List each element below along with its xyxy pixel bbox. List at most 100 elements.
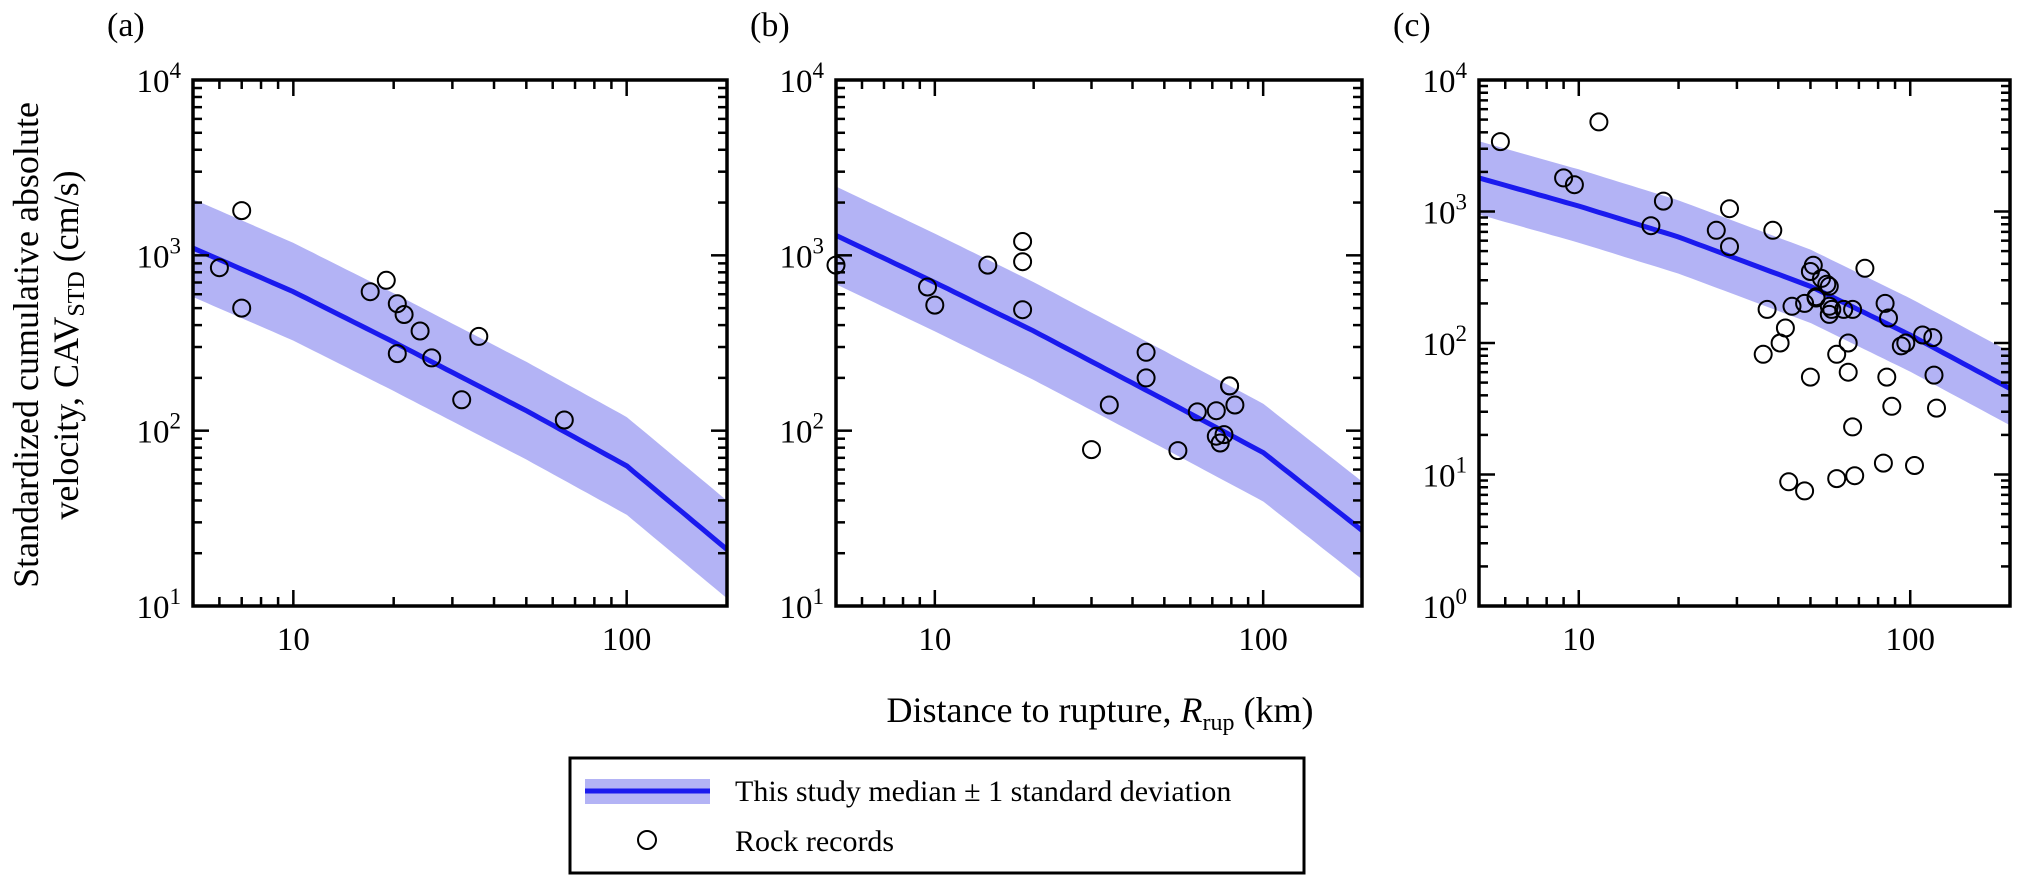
x-tick-label: 10: [1562, 622, 1595, 658]
median-line: [1479, 175, 2010, 391]
y-tick-label: 100: [1423, 584, 1468, 626]
rock-record-point: [1873, 453, 1893, 473]
rock-record-point: [1775, 318, 1795, 338]
plot-frame: [191, 78, 729, 608]
rock-record-point: [918, 277, 937, 297]
rock-record-point: [1187, 402, 1207, 422]
rock-record-point: [1817, 274, 1837, 294]
rock-record-point: [387, 294, 407, 314]
rock-record-point: [1013, 252, 1033, 272]
rock-record-point: [232, 298, 252, 318]
rock-record-point: [1641, 216, 1661, 236]
rock-record-point: [1554, 168, 1574, 188]
y-tick-label: 101: [780, 584, 825, 626]
y-tick-label: 102: [1423, 321, 1468, 363]
rock-record-point: [1136, 368, 1156, 388]
rock-record-point: [1779, 472, 1799, 492]
rock-record-point: [1855, 258, 1875, 278]
rock-record-point: [1099, 395, 1119, 415]
rock-record-point: [1220, 376, 1240, 396]
rock-record-point: [360, 282, 380, 302]
rock-record-point: [1206, 401, 1226, 421]
plot-frame: [834, 78, 1364, 608]
rock-record-point: [1843, 299, 1863, 319]
rock-record-point: [376, 270, 396, 290]
rock-record-point: [394, 305, 414, 324]
panel-a: 10 100 101 102 103 104 (a): [107, 7, 729, 658]
sigma-band: [193, 199, 727, 599]
panel-label: (a): [107, 7, 145, 44]
rock-record-point: [1795, 293, 1815, 313]
y-tick-label: 104: [137, 58, 182, 100]
rock-record-point: [1753, 344, 1773, 364]
rock-record-point: [1168, 441, 1188, 461]
rock-record-point: [1800, 367, 1820, 387]
rock-record-point: [1210, 433, 1230, 453]
rock-record-point: [1879, 308, 1898, 328]
y-tick-label: 101: [1423, 453, 1468, 495]
rock-record-point: [1923, 328, 1943, 348]
rock-record-point: [1882, 396, 1902, 416]
rock-record-point: [1564, 175, 1584, 195]
legend: This study median ± 1 standard deviation…: [568, 756, 1306, 875]
rock-record-point: [1822, 299, 1842, 319]
panel-c: 10 100 100 101 102 103 104 (c): [1393, 7, 2012, 658]
rock-record-point: [1757, 299, 1777, 319]
rock-record-point: [1877, 367, 1897, 387]
rock-record-point: [554, 410, 574, 430]
rock-record-point: [1913, 325, 1933, 345]
rock-record-point: [387, 344, 407, 364]
panel-label: (b): [750, 7, 790, 44]
x-axis-title: Distance to rupture, Rrup (km): [887, 690, 1314, 736]
rock-record-point: [1827, 344, 1847, 364]
rock-record-point: [1013, 232, 1033, 251]
legend-label-rock: Rock records: [735, 825, 894, 858]
legend-frame: [568, 756, 1306, 875]
rock-record-point: [1795, 481, 1815, 501]
y-tick-label: 104: [780, 58, 825, 100]
y-tick-label: 101: [137, 584, 182, 626]
panel-label: (c): [1393, 7, 1431, 44]
rock-record-point: [1013, 300, 1033, 320]
rock-record-point: [1838, 333, 1858, 353]
rock-record-point: [1214, 425, 1234, 445]
y-tick-label: 103: [137, 233, 182, 275]
y-tick-label: 103: [1423, 190, 1468, 232]
x-tick-label: 100: [602, 622, 652, 658]
rock-record-point: [1720, 237, 1739, 257]
y-tick-label: 102: [780, 409, 825, 451]
x-tick-label: 10: [918, 622, 951, 658]
rock-record-point: [1827, 469, 1847, 489]
y-tick-label: 102: [137, 409, 182, 451]
y-tick-label: 103: [780, 233, 825, 275]
rock-record-point: [1896, 333, 1916, 353]
rock-record-point: [1875, 293, 1895, 313]
rock-record-point: [1082, 440, 1101, 460]
y-axis-title-line2: velocity, CAVSTD (cm/s): [46, 170, 90, 519]
legend-label-median: This study median ± 1 standard deviation: [735, 775, 1231, 808]
rock-record-point: [452, 390, 472, 410]
median-line: [193, 245, 727, 552]
y-axis-title: Standardized cumulative absolute: [6, 102, 46, 588]
rock-record-point: [1806, 287, 1826, 307]
rock-record-point: [469, 326, 489, 346]
rock-record-point: [1819, 276, 1839, 296]
rock-record-point: [1763, 220, 1783, 240]
legend-marker-icon: [637, 830, 657, 850]
y-tick-label: 104: [1423, 58, 1468, 100]
rock-record-point: [1225, 395, 1245, 415]
rock-record-point: [232, 201, 252, 221]
rock-record-point: [1891, 336, 1911, 356]
rock-record-point: [1838, 362, 1858, 382]
rock-record-point: [978, 255, 998, 275]
rock-record-point: [1927, 398, 1946, 418]
panel-b: 10 100 101 102 103 104 (b): [750, 7, 1364, 658]
rock-record-point: [1905, 456, 1924, 475]
rock-record-point: [1834, 299, 1854, 319]
rock-record-point: [1819, 296, 1839, 316]
rock-record-point: [422, 348, 442, 368]
rock-record-point: [209, 258, 229, 278]
rock-record-point: [1490, 132, 1510, 152]
rock-record-point: [1136, 342, 1156, 362]
